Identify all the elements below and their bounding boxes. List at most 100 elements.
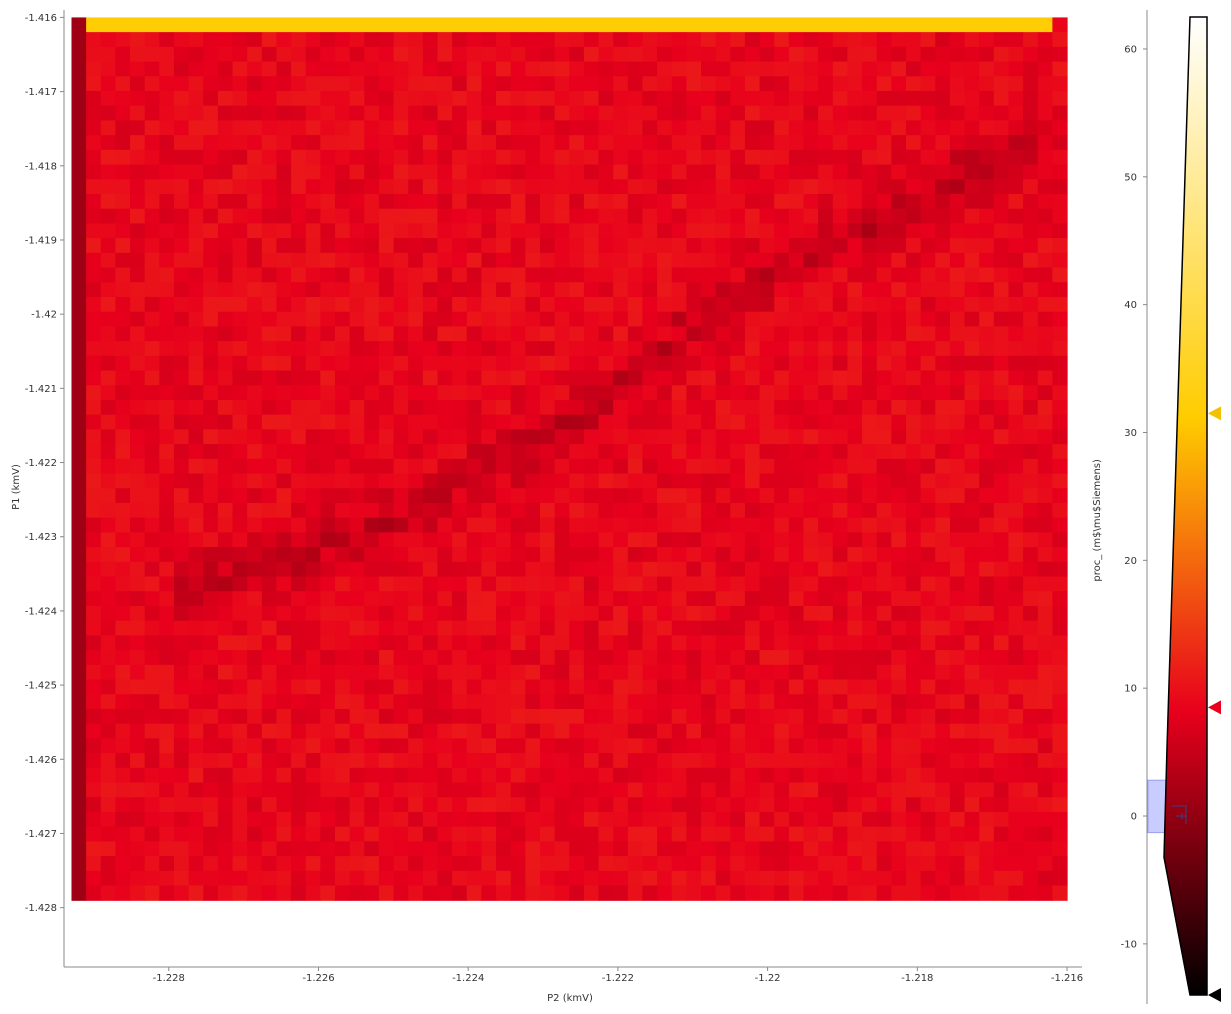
level-markers[interactable] bbox=[1208, 406, 1221, 1002]
heatmap-cell bbox=[847, 650, 863, 666]
heatmap-cell bbox=[291, 620, 307, 636]
heatmap-cell bbox=[876, 664, 892, 681]
heatmap-cell bbox=[481, 429, 497, 445]
heatmap-cell bbox=[730, 561, 746, 578]
heatmap-cell bbox=[261, 385, 278, 401]
heatmap-cell bbox=[803, 252, 819, 269]
heatmap-cell bbox=[627, 164, 644, 180]
heatmap-cell bbox=[905, 223, 922, 239]
heatmap-cell bbox=[993, 238, 1010, 254]
heatmap-cell bbox=[305, 591, 321, 607]
heatmap-cell bbox=[510, 252, 526, 269]
heatmap-cell bbox=[759, 208, 775, 224]
heatmap-cell bbox=[818, 370, 834, 386]
heatmap-cell bbox=[993, 149, 1010, 166]
heatmap-cell bbox=[466, 708, 483, 725]
heatmap-cell bbox=[1023, 429, 1039, 445]
heatmap-cell bbox=[788, 517, 805, 533]
heatmap-cell bbox=[159, 355, 175, 372]
heatmap-cell bbox=[364, 473, 380, 489]
heatmap-cell bbox=[891, 252, 907, 269]
heatmap-cell bbox=[437, 385, 453, 401]
heatmap-cell bbox=[291, 517, 307, 533]
heatmap-cell bbox=[71, 267, 87, 283]
heatmap-cell bbox=[759, 517, 775, 533]
heatmap-cell bbox=[291, 429, 307, 445]
heatmap-cell bbox=[481, 826, 497, 842]
heatmap-cell bbox=[876, 149, 892, 166]
heatmap-cell bbox=[364, 61, 380, 77]
heatmap-cell bbox=[130, 193, 146, 210]
heatmap-cell bbox=[71, 547, 87, 563]
heatmap-cell bbox=[701, 311, 717, 327]
heatmap-cell bbox=[247, 76, 263, 92]
heatmap-cell bbox=[759, 252, 775, 269]
heatmap-cell bbox=[349, 149, 365, 166]
heatmap-cell bbox=[393, 782, 409, 798]
heatmap-cell bbox=[496, 547, 512, 563]
heatmap-cell bbox=[862, 32, 878, 48]
heatmap-cell bbox=[949, 664, 966, 681]
heatmap-cell bbox=[905, 591, 922, 607]
level-marker[interactable] bbox=[1208, 988, 1221, 1002]
heatmap-cell bbox=[100, 458, 117, 475]
heatmap-cell bbox=[1052, 414, 1068, 430]
heatmap-cell bbox=[583, 708, 600, 725]
heatmap-cell bbox=[788, 708, 805, 725]
heatmap-cell bbox=[159, 399, 175, 416]
heatmap-cell bbox=[159, 723, 175, 739]
heatmap-cell bbox=[949, 267, 966, 283]
heatmap-cell bbox=[671, 238, 687, 254]
heatmap-cell bbox=[554, 76, 570, 92]
heatmap-cell bbox=[466, 870, 483, 887]
heatmap-cell bbox=[188, 502, 204, 519]
heatmap-cell bbox=[686, 282, 702, 298]
heatmap-cell bbox=[730, 502, 746, 519]
heatmap-cell bbox=[393, 473, 409, 489]
heatmap-cell bbox=[364, 650, 380, 666]
heatmap-cell bbox=[408, 797, 424, 813]
heatmap-cell bbox=[276, 326, 292, 342]
heatmap-cell bbox=[876, 223, 892, 239]
heatmap-cell bbox=[1023, 856, 1039, 872]
heatmap-cell bbox=[744, 738, 761, 754]
heatmap-cell bbox=[701, 885, 717, 901]
heatmap-cell bbox=[774, 767, 790, 784]
heatmap-cell bbox=[715, 826, 731, 842]
main-axes bbox=[63, 10, 1082, 968]
heatmap-cell bbox=[905, 370, 922, 386]
heatmap-cell bbox=[1008, 341, 1024, 357]
heatmap-cell bbox=[364, 385, 380, 401]
heatmap-cell bbox=[130, 208, 146, 224]
heatmap-cell bbox=[876, 826, 892, 842]
heatmap-cell bbox=[905, 414, 922, 430]
heatmap-cell bbox=[130, 605, 146, 622]
heatmap-cell bbox=[847, 841, 863, 857]
heatmap-cell bbox=[408, 414, 424, 430]
heatmap-cell bbox=[613, 458, 629, 475]
heatmap-cell bbox=[598, 826, 614, 842]
heatmap-cell bbox=[818, 502, 834, 519]
heatmap-cell bbox=[862, 208, 878, 224]
heatmap-cell bbox=[657, 782, 673, 798]
level-marker[interactable] bbox=[1208, 406, 1221, 421]
heatmap-cell bbox=[173, 694, 190, 710]
heatmap-cell bbox=[935, 517, 951, 533]
heatmap-cell bbox=[554, 811, 570, 828]
heatmap-cell bbox=[949, 708, 966, 725]
heatmap-cell bbox=[554, 679, 570, 695]
heatmap-cell bbox=[232, 870, 248, 887]
heatmap-cell bbox=[949, 32, 966, 48]
heatmap-cell bbox=[862, 61, 878, 77]
heatmap-cell bbox=[276, 458, 292, 475]
heatmap-cell bbox=[642, 605, 658, 622]
heatmap-cell bbox=[437, 120, 453, 136]
heatmap-cell bbox=[1052, 458, 1068, 475]
heatmap-cell bbox=[130, 826, 146, 842]
heatmap-cell bbox=[349, 841, 365, 857]
heatmap-cell bbox=[905, 311, 922, 327]
heatmap-cell bbox=[715, 223, 731, 239]
heatmap-cell bbox=[920, 841, 936, 857]
heatmap-cell bbox=[891, 208, 907, 224]
level-marker[interactable] bbox=[1208, 700, 1221, 715]
